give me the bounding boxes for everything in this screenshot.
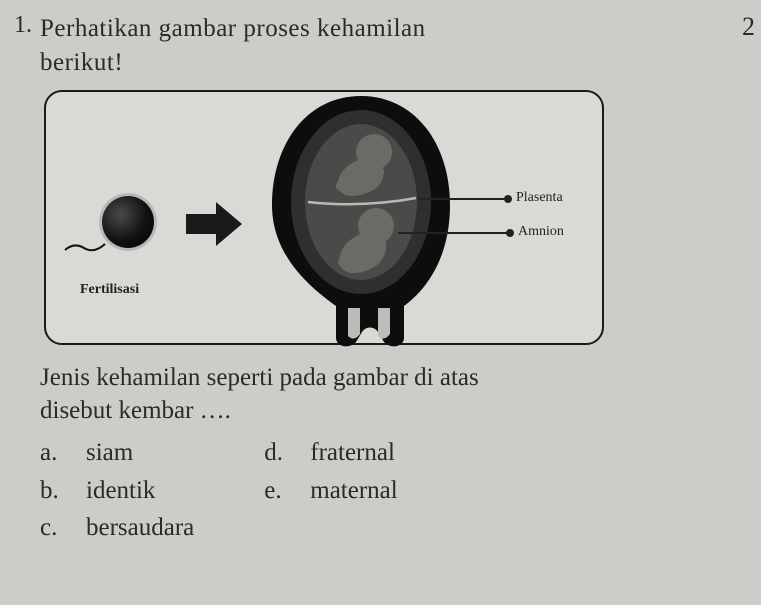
option-c[interactable]: c. bersaudara — [40, 509, 194, 547]
question-prompt: Perhatikan gambar proses kehamilan berik… — [40, 12, 743, 80]
options-col-right: d. fraternal e. maternal — [264, 434, 397, 547]
option-letter: e. — [264, 472, 292, 510]
question-continuation: Jenis kehamilan seperti pada gambar di a… — [40, 361, 743, 429]
option-e[interactable]: e. maternal — [264, 472, 397, 510]
option-text: fraternal — [310, 434, 395, 472]
option-text: identik — [86, 472, 155, 510]
arrow-right-icon — [186, 202, 242, 246]
plasenta-leader — [418, 198, 508, 200]
after-line-2: disebut kembar …. — [40, 397, 231, 424]
option-d[interactable]: d. fraternal — [264, 434, 397, 472]
amnion-dot-icon — [506, 229, 514, 237]
option-letter: b. — [40, 472, 68, 510]
prompt-line-1: Perhatikan gambar proses kehamilan — [40, 15, 426, 42]
option-a[interactable]: a. siam — [40, 434, 194, 472]
option-text: bersaudara — [86, 509, 194, 547]
fertilisasi-label: Fertilisasi — [80, 282, 139, 298]
question-number: 1. — [14, 12, 32, 39]
option-letter: d. — [264, 434, 292, 472]
plasenta-label: Plasenta — [516, 190, 563, 206]
option-text: siam — [86, 434, 133, 472]
fertilized-egg-icon — [102, 196, 154, 248]
option-text: maternal — [310, 472, 397, 510]
amnion-label: Amnion — [518, 224, 564, 240]
plasenta-dot-icon — [504, 195, 512, 203]
option-b[interactable]: b. identik — [40, 472, 194, 510]
uterus-twin-icon — [266, 90, 456, 352]
answer-options: a. siam b. identik c. bersaudara d. frat… — [40, 434, 743, 547]
amnion-leader — [398, 232, 510, 234]
prompt-line-2: berikut! — [40, 49, 123, 76]
next-question-number: 2 — [742, 12, 755, 42]
pregnancy-figure: Fertilisasi Plasenta Amn — [44, 90, 604, 345]
option-letter: c. — [40, 509, 68, 547]
after-line-1: Jenis kehamilan seperti pada gambar di a… — [40, 364, 479, 391]
sperm-tail-icon — [64, 240, 106, 254]
option-letter: a. — [40, 434, 68, 472]
options-col-left: a. siam b. identik c. bersaudara — [40, 434, 194, 547]
